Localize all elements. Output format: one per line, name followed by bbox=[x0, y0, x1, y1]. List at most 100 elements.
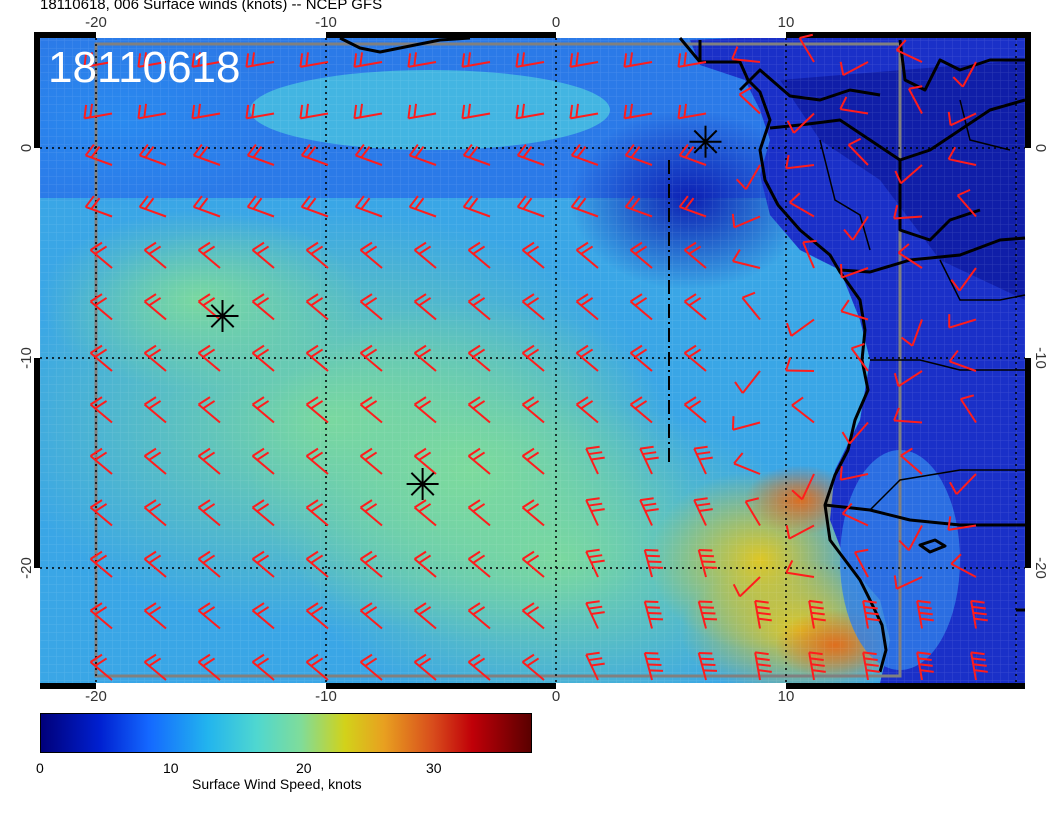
wind-barb bbox=[839, 96, 869, 115]
wind-barb bbox=[143, 241, 167, 269]
wind-barb bbox=[840, 299, 869, 321]
wind-barb bbox=[138, 195, 167, 218]
wind-barb bbox=[624, 143, 653, 166]
wind-barb bbox=[629, 344, 653, 372]
wind-barb bbox=[197, 241, 221, 269]
wind-barb bbox=[353, 52, 383, 68]
wind-barb bbox=[192, 143, 221, 166]
wind-barb bbox=[959, 394, 977, 424]
wind-barb bbox=[138, 143, 167, 166]
coastline bbox=[339, 36, 1026, 673]
wind-barb bbox=[947, 146, 977, 166]
wind-barb bbox=[251, 344, 275, 372]
wind-barb bbox=[754, 651, 772, 681]
colorbar-tick: 30 bbox=[426, 760, 442, 776]
wind-barb bbox=[623, 103, 653, 120]
wind-barb bbox=[570, 195, 599, 218]
wind-barb bbox=[629, 396, 653, 424]
wind-barb bbox=[785, 524, 815, 540]
lon-tick: 10 bbox=[778, 14, 795, 31]
wind-barb bbox=[862, 599, 880, 629]
wind-barb bbox=[192, 195, 221, 218]
wind-barb bbox=[575, 293, 599, 321]
wind-barb bbox=[521, 653, 545, 681]
wind-barb bbox=[947, 111, 977, 127]
wind-barb bbox=[461, 103, 491, 120]
wind-speed-field bbox=[40, 38, 1025, 683]
wind-barb bbox=[413, 241, 437, 269]
wind-barb bbox=[802, 239, 817, 269]
wind-barb bbox=[850, 342, 869, 372]
wind-barb bbox=[467, 499, 491, 527]
wind-barb bbox=[515, 52, 545, 68]
wind-barb bbox=[89, 241, 113, 269]
wind-barb bbox=[624, 195, 653, 218]
wind-barb bbox=[853, 548, 869, 578]
lat-tick: 0 bbox=[18, 144, 35, 152]
wind-barb bbox=[697, 548, 718, 578]
lon-ticks-bottom: -20 -10 0 10 bbox=[85, 688, 794, 705]
wind-barb bbox=[731, 213, 761, 229]
wind-barb bbox=[143, 550, 167, 578]
wind-barb bbox=[245, 103, 275, 120]
wind-barb bbox=[305, 344, 329, 372]
wind-barb bbox=[785, 559, 815, 578]
date-stamp: 18110618 bbox=[48, 43, 241, 92]
wind-barb bbox=[697, 600, 718, 629]
wind-barb bbox=[137, 52, 167, 68]
wind-barb bbox=[570, 143, 599, 166]
wind-barb bbox=[585, 497, 605, 526]
wind-barb bbox=[847, 137, 869, 166]
wind-barb bbox=[585, 548, 605, 578]
wind-barb bbox=[467, 550, 491, 578]
wind-barb bbox=[843, 215, 869, 241]
lat-tick: -20 bbox=[1032, 557, 1049, 579]
colorbar-tick: 0 bbox=[36, 760, 44, 776]
wind-barb bbox=[643, 651, 664, 681]
wind-barb bbox=[950, 267, 977, 292]
wind-barb bbox=[893, 370, 923, 388]
wind-barb bbox=[947, 516, 977, 531]
wind-barb bbox=[143, 344, 167, 372]
lon-tick: -20 bbox=[85, 14, 107, 31]
wind-barb bbox=[897, 243, 923, 269]
wind-barb bbox=[354, 195, 383, 218]
wind-barb bbox=[693, 497, 713, 526]
wind-barb bbox=[143, 602, 167, 630]
wind-barb bbox=[575, 241, 599, 269]
wind-barb bbox=[245, 52, 275, 68]
wind-barb bbox=[251, 447, 275, 475]
wind-barb bbox=[515, 103, 545, 120]
wind-barb bbox=[677, 103, 707, 120]
wind-barb bbox=[461, 52, 491, 68]
wind-barb bbox=[251, 396, 275, 424]
wind-barb bbox=[413, 344, 437, 372]
wind-barb bbox=[462, 143, 491, 166]
wind-barb bbox=[683, 396, 707, 424]
wind-barb bbox=[731, 46, 761, 63]
wind-barb bbox=[143, 653, 167, 681]
wind-barb bbox=[408, 195, 437, 218]
wind-barb bbox=[521, 447, 545, 475]
wind-barb bbox=[521, 550, 545, 578]
storm-marker-3 bbox=[689, 125, 722, 158]
wind-barb bbox=[678, 195, 707, 218]
wind-barb bbox=[462, 195, 491, 218]
wind-barb bbox=[569, 52, 599, 68]
wind-barb bbox=[467, 447, 491, 475]
wind-barb bbox=[359, 344, 383, 372]
wind-barb bbox=[197, 602, 221, 630]
wind-barb bbox=[197, 396, 221, 424]
wind-barb bbox=[575, 396, 599, 424]
wind-barb bbox=[521, 293, 545, 321]
wind-barb bbox=[733, 452, 761, 475]
wind-barb bbox=[143, 447, 167, 475]
wind-barb bbox=[677, 52, 707, 68]
wind-barb bbox=[251, 499, 275, 527]
wind-barb bbox=[898, 525, 923, 551]
wind-barb bbox=[808, 599, 826, 629]
wind-barb bbox=[359, 602, 383, 630]
wind-barb bbox=[736, 164, 761, 190]
wind-barb bbox=[521, 602, 545, 630]
wind-barb bbox=[585, 600, 605, 629]
